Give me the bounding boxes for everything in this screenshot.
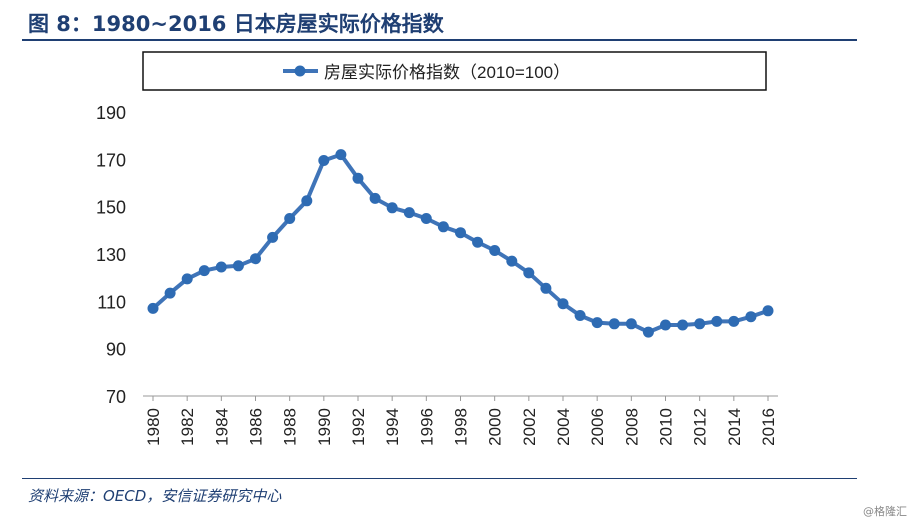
data-point (437, 221, 449, 233)
data-point (318, 155, 330, 166)
data-point (745, 311, 757, 323)
data-point (694, 318, 706, 330)
data-point (540, 282, 552, 294)
x-tick-label: 1998 (452, 408, 471, 446)
x-axis: 1980 1982 1984 1986 1988 1990 1992 1994 1996 1998… (143, 395, 778, 446)
data-point (762, 305, 774, 317)
y-tick-label: 190 (96, 103, 126, 123)
data-point (711, 315, 723, 327)
y-tick-label: 70 (106, 387, 126, 407)
x-tick-label: 2004 (554, 408, 573, 446)
y-tick-label: 130 (96, 245, 126, 265)
data-point (164, 287, 176, 299)
data-point (728, 315, 740, 327)
data-point (489, 245, 501, 256)
data-point (574, 310, 586, 321)
data-point (335, 149, 347, 161)
x-tick-label: 2014 (725, 408, 744, 446)
data-point (181, 273, 193, 285)
data-point (250, 253, 261, 265)
data-point (147, 302, 159, 314)
data-point (625, 318, 637, 330)
data-point (455, 227, 466, 239)
y-tick-label: 90 (106, 340, 126, 360)
source-divider (22, 478, 857, 479)
x-tick-label: 1990 (315, 408, 334, 446)
x-tick-label: 2010 (657, 408, 676, 446)
x-tick-label: 1986 (247, 408, 266, 446)
y-tick-label: 110 (97, 292, 126, 312)
data-point (301, 195, 313, 207)
x-tick-label: 1988 (281, 408, 300, 446)
data-point (420, 213, 432, 224)
y-axis: 70 90 110 130 150 170 190 (96, 103, 126, 407)
legend: 房屋实际价格指数（2010=100） (142, 51, 767, 91)
x-tick-label: 1980 (144, 408, 163, 446)
watermark: @格隆汇 (863, 505, 907, 518)
data-point (267, 231, 279, 243)
series-line (151, 152, 769, 335)
x-tick-label: 2008 (622, 408, 641, 446)
x-tick-label: 1992 (349, 408, 368, 446)
x-tick-label: 2012 (691, 408, 710, 446)
data-point (403, 207, 415, 219)
series-layer (147, 149, 774, 338)
data-point (232, 260, 244, 272)
data-point (660, 319, 671, 331)
data-point (677, 319, 689, 331)
source-note: 资料来源：OECD，安信证券研究中心 (28, 487, 282, 505)
legend-marker-swatch (294, 65, 306, 77)
figure-title: 图 8：1980~2016 日本房屋实际价格指数 (28, 12, 444, 36)
data-point (591, 317, 603, 329)
x-tick-label: 1982 (178, 408, 197, 446)
y-tick-label: 170 (96, 150, 126, 170)
x-tick-label: 2016 (759, 408, 778, 446)
legend-box (142, 51, 767, 91)
data-point (506, 255, 518, 267)
data-point (215, 261, 227, 273)
data-point (386, 202, 398, 214)
legend-entry-label: 房屋实际价格指数（2010=100） (324, 63, 570, 82)
data-point (198, 265, 210, 277)
data-point (472, 236, 484, 248)
data-point (557, 298, 569, 310)
data-point (523, 267, 535, 279)
x-tick-label: 2000 (486, 408, 505, 446)
data-point (352, 172, 364, 184)
x-tick-label: 2002 (520, 408, 539, 446)
y-tick-label: 150 (96, 198, 126, 218)
line-chart: 房屋实际价格指数（2010=100） 70 90 110 130 150 170 190 1… (96, 51, 778, 446)
title-divider (22, 39, 857, 41)
x-tick-label: 2006 (588, 408, 607, 446)
data-point (369, 192, 381, 204)
x-tick-label: 1996 (417, 408, 436, 446)
x-tick-label: 1984 (212, 408, 231, 446)
data-point (608, 318, 620, 330)
data-point (642, 326, 654, 338)
x-tick-label: 1994 (383, 408, 402, 446)
data-point (284, 213, 296, 224)
